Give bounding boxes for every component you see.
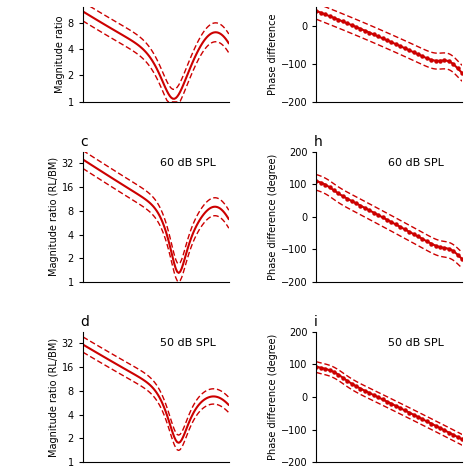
Y-axis label: Magnitude ratio (RL/BM): Magnitude ratio (RL/BM) <box>49 157 59 276</box>
Text: 50 dB SPL: 50 dB SPL <box>160 338 216 348</box>
Text: i: i <box>313 315 317 329</box>
Text: 50 dB SPL: 50 dB SPL <box>388 338 443 348</box>
Y-axis label: Phase difference (degree): Phase difference (degree) <box>268 154 278 280</box>
Y-axis label: Magnitude ratio: Magnitude ratio <box>55 16 65 93</box>
Y-axis label: Phase difference: Phase difference <box>268 14 278 95</box>
Text: d: d <box>80 315 89 329</box>
Text: 60 dB SPL: 60 dB SPL <box>160 158 216 168</box>
Text: 60 dB SPL: 60 dB SPL <box>388 158 443 168</box>
Text: h: h <box>313 135 322 149</box>
Y-axis label: Magnitude ratio (RL/BM): Magnitude ratio (RL/BM) <box>49 337 59 456</box>
Y-axis label: Phase difference (degree): Phase difference (degree) <box>268 334 278 460</box>
Text: c: c <box>80 135 88 149</box>
